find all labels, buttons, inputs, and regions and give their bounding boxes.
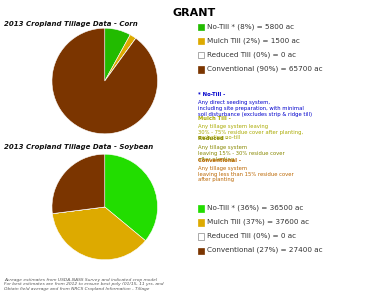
- Wedge shape: [52, 207, 146, 260]
- Wedge shape: [52, 207, 105, 214]
- Wedge shape: [105, 38, 136, 81]
- Text: Reduced Till (0%) = 0 ac: Reduced Till (0%) = 0 ac: [207, 51, 296, 58]
- Text: No-Till * (36%) = 36500 ac: No-Till * (36%) = 36500 ac: [207, 205, 303, 211]
- Text: Mulch Till -: Mulch Till -: [198, 116, 230, 121]
- Text: Conventional (90%) = 65700 ac: Conventional (90%) = 65700 ac: [207, 65, 323, 72]
- Text: * No-Till -: * No-Till -: [198, 92, 225, 97]
- Wedge shape: [105, 154, 158, 241]
- Text: Reduced Till (0%) = 0 ac: Reduced Till (0%) = 0 ac: [207, 233, 296, 239]
- Wedge shape: [52, 28, 158, 134]
- Text: Conventional (27%) = 27400 ac: Conventional (27%) = 27400 ac: [207, 247, 323, 253]
- Text: GRANT: GRANT: [172, 8, 216, 17]
- Text: Conventional -: Conventional -: [198, 158, 241, 163]
- Text: Mulch Till (37%) = 37600 ac: Mulch Till (37%) = 37600 ac: [207, 219, 309, 225]
- Wedge shape: [105, 35, 136, 81]
- Wedge shape: [105, 28, 130, 81]
- Text: No-Till * (8%) = 5800 ac: No-Till * (8%) = 5800 ac: [207, 23, 294, 30]
- Text: Any tillage system
leaving 15% - 30% residue cover
after planting: Any tillage system leaving 15% - 30% res…: [198, 145, 285, 161]
- Text: Any tillage system leaving
30% - 75% residue cover after planting,
excluding no-: Any tillage system leaving 30% - 75% res…: [198, 124, 303, 140]
- Text: Acreage estimates from USDA-NASS Survey and indicated crop model
For best estima: Acreage estimates from USDA-NASS Survey …: [4, 278, 163, 291]
- Text: Any direct seeding system,
including site preparation, with minimal
soil disturb: Any direct seeding system, including sit…: [198, 100, 312, 116]
- Text: 2013 Cropland Tillage Data - Corn: 2013 Cropland Tillage Data - Corn: [4, 21, 138, 27]
- Text: Any tillage system
leaving less than 15% residue cover
after planting: Any tillage system leaving less than 15%…: [198, 166, 294, 182]
- Text: Reduced -: Reduced -: [198, 136, 228, 142]
- Text: Mulch Till (2%) = 1500 ac: Mulch Till (2%) = 1500 ac: [207, 37, 300, 44]
- Text: 2013 Cropland Tillage Data - Soybean: 2013 Cropland Tillage Data - Soybean: [4, 144, 153, 150]
- Wedge shape: [52, 154, 105, 214]
